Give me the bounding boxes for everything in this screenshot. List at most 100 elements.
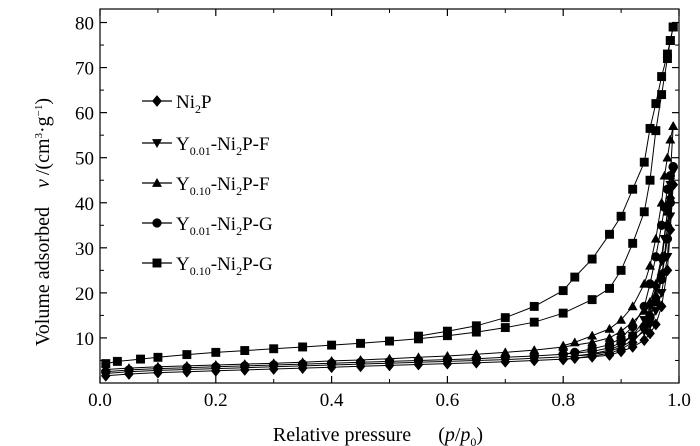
- data-point: [651, 297, 661, 307]
- data-point: [298, 342, 308, 352]
- data-point: [628, 238, 638, 248]
- data-point: [153, 352, 163, 362]
- data-point: [656, 274, 667, 285]
- data-point: [355, 357, 366, 367]
- x-tick-label: 0.6: [436, 390, 460, 411]
- data-point: [471, 354, 482, 364]
- data-point: [645, 260, 656, 270]
- legend-label: Y0.10-Ni2P-F: [176, 174, 270, 198]
- data-point: [414, 331, 423, 341]
- data-point: [240, 361, 250, 371]
- legend-marker: [152, 258, 162, 268]
- data-point: [662, 264, 673, 277]
- data-point: [665, 171, 675, 181]
- data-point: [326, 358, 337, 368]
- series-line-adsorption: [105, 184, 674, 377]
- data-point: [639, 334, 650, 347]
- y-tick-label: 80: [75, 14, 94, 35]
- y-tick-label: 30: [75, 239, 94, 260]
- data-point: [558, 308, 568, 318]
- legend-label: Ni2P: [176, 92, 212, 116]
- data-point: [665, 36, 675, 45]
- data-point: [639, 322, 649, 332]
- data-point: [645, 175, 655, 185]
- data-point: [570, 347, 580, 358]
- data-point: [616, 314, 627, 324]
- data-point: [298, 359, 308, 369]
- data-point: [662, 49, 672, 59]
- x-axis-ticks: 0.0 0.2 0.4 0.6 0.8 1.0: [88, 9, 691, 411]
- data-point: [327, 340, 337, 350]
- x-axis-title: Relative pressure (p/p0): [273, 424, 483, 446]
- legend-marker: [151, 177, 163, 187]
- data-point: [628, 184, 638, 194]
- data-point: [558, 286, 568, 296]
- data-point: [605, 283, 614, 293]
- data-point: [628, 322, 638, 332]
- data-point: [124, 365, 134, 375]
- data-point: [604, 323, 615, 333]
- data-point: [240, 346, 250, 356]
- data-point: [500, 352, 510, 362]
- series-Y0.01-Ni2P-G: [101, 162, 678, 377]
- data-point: [605, 229, 614, 239]
- data-point: [356, 338, 366, 348]
- data-point: [182, 350, 192, 360]
- data-point: [616, 211, 626, 221]
- data-point: [500, 323, 510, 333]
- data-point: [570, 272, 580, 282]
- data-point: [136, 354, 145, 364]
- data-point: [651, 252, 661, 262]
- data-point: [569, 337, 580, 347]
- legend-label: Y0.01-Ni2P-G: [176, 214, 273, 238]
- data-point: [627, 301, 638, 311]
- data-point: [657, 72, 667, 82]
- plot-area-border: [99, 8, 680, 384]
- y-tick-label: 70: [75, 59, 94, 80]
- data-point: [662, 184, 673, 194]
- legend-marker: [152, 218, 162, 228]
- data-point: [471, 321, 481, 331]
- data-point: [211, 347, 221, 357]
- data-point: [269, 360, 279, 370]
- x-tick-label: 1.0: [667, 390, 691, 411]
- data-point: [645, 313, 655, 323]
- x-tick-label: 0.0: [88, 390, 112, 411]
- data-point: [645, 123, 655, 133]
- x-tick-label: 0.8: [551, 390, 575, 411]
- data-point: [211, 362, 221, 372]
- data-point: [662, 234, 673, 244]
- legend-item: Y0.10-Ni2P-F: [142, 174, 270, 198]
- data-point: [112, 356, 122, 366]
- data-point: [529, 317, 539, 327]
- data-point: [659, 202, 670, 212]
- legend-item: Y0.10-Ni2P-G: [142, 254, 273, 278]
- data-point: [587, 344, 597, 354]
- series-line-adsorption: [105, 126, 674, 370]
- legend-label: Y0.10-Ni2P-G: [176, 254, 273, 278]
- data-point: [587, 295, 597, 305]
- data-point: [656, 220, 667, 230]
- data-point: [101, 367, 111, 377]
- data-series: [100, 22, 679, 382]
- legend-label: Y0.01-Ni2P-F: [176, 134, 270, 158]
- data-point: [558, 340, 569, 350]
- data-point: [668, 121, 679, 131]
- data-point: [385, 336, 394, 346]
- data-point: [665, 134, 676, 144]
- data-point: [442, 326, 452, 336]
- series-line-adsorption: [105, 166, 674, 373]
- data-point: [529, 301, 539, 311]
- series-line-desorption: [418, 26, 674, 337]
- data-point: [639, 157, 649, 167]
- data-point: [628, 331, 638, 341]
- data-point: [639, 207, 649, 217]
- legend-item: Y0.01-Ni2P-G: [142, 214, 273, 238]
- series-line-desorption: [563, 171, 674, 358]
- data-point: [413, 355, 424, 366]
- data-point: [384, 356, 395, 367]
- data-point: [668, 162, 678, 172]
- data-point: [650, 233, 661, 243]
- data-point: [668, 22, 678, 32]
